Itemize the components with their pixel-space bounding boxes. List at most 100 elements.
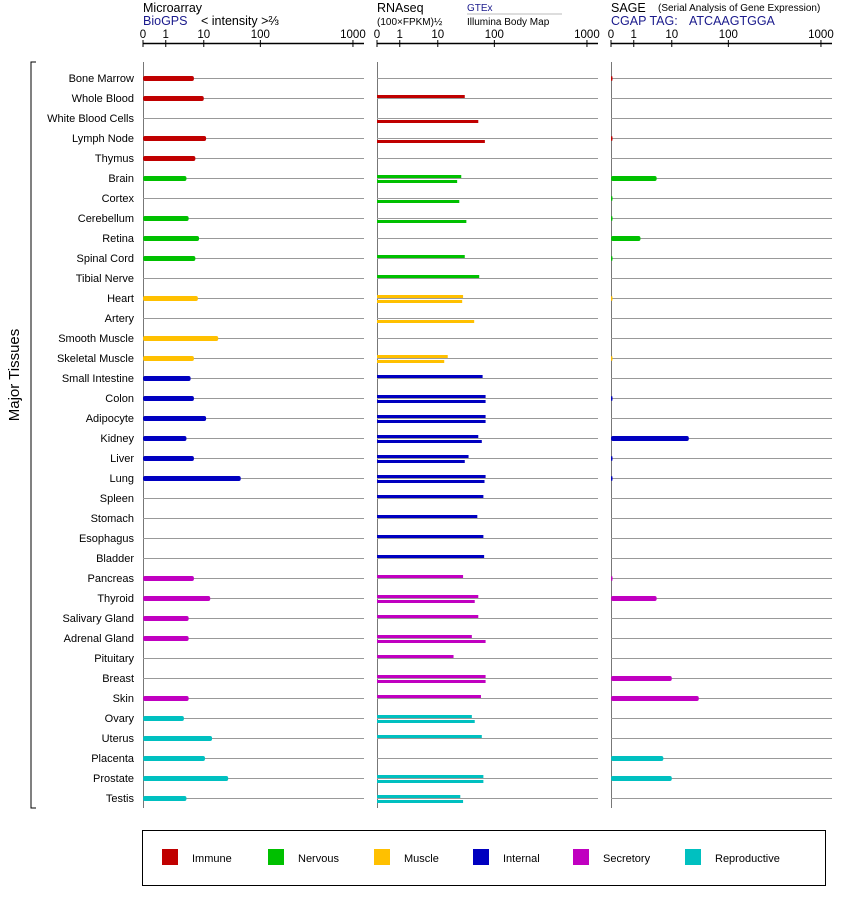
microarray-source[interactable]: BioGPS (143, 14, 187, 28)
rnaseq-bar[interactable] (377, 275, 480, 278)
sage-bar[interactable] (611, 136, 613, 141)
sage-bar[interactable] (611, 756, 664, 761)
rnaseq-bar[interactable] (377, 715, 472, 718)
rnaseq-bar[interactable] (377, 780, 484, 783)
rnaseq-bar[interactable] (377, 435, 479, 438)
sage-bar[interactable] (611, 596, 657, 601)
rnaseq-bar[interactable] (377, 395, 486, 398)
sage-bar[interactable] (611, 256, 613, 261)
microarray-tick-label: 1 (163, 29, 169, 41)
microarray-bar[interactable] (143, 636, 189, 641)
rnaseq-bar[interactable] (377, 600, 475, 603)
rnaseq-bar[interactable] (377, 800, 464, 803)
rnaseq-bar[interactable] (377, 695, 481, 698)
rnaseq-bar[interactable] (377, 515, 478, 518)
rnaseq-bar[interactable] (377, 775, 484, 778)
rnaseq-bar[interactable] (377, 535, 484, 538)
rnaseq-source-gtex[interactable]: GTEx (467, 3, 493, 14)
rnaseq-bar[interactable] (377, 120, 479, 123)
rnaseq-bar[interactable] (377, 480, 485, 483)
microarray-bar[interactable] (143, 156, 196, 161)
rnaseq-bar[interactable] (377, 555, 485, 558)
microarray-bar[interactable] (143, 76, 194, 81)
microarray-bar[interactable] (143, 456, 194, 461)
sage-bar[interactable] (611, 436, 689, 441)
rnaseq-bar[interactable] (377, 140, 485, 143)
rnaseq-tick-label: 10 (431, 29, 444, 41)
microarray-bar[interactable] (143, 396, 194, 401)
rnaseq-bar[interactable] (377, 640, 486, 643)
microarray-bar[interactable] (143, 776, 229, 781)
rnaseq-bar[interactable] (377, 735, 482, 738)
rnaseq-bar[interactable] (377, 495, 484, 498)
microarray-bar[interactable] (143, 416, 207, 421)
rnaseq-bar[interactable] (377, 440, 482, 443)
microarray-bar[interactable] (143, 216, 189, 221)
rnaseq-bar[interactable] (377, 575, 464, 578)
sage-bar[interactable] (611, 456, 613, 461)
rnaseq-bar[interactable] (377, 615, 479, 618)
microarray-bar[interactable] (143, 716, 184, 721)
rnaseq-bar[interactable] (377, 255, 465, 258)
rnaseq-bar[interactable] (377, 460, 465, 463)
sage-bar[interactable] (611, 676, 672, 681)
rnaseq-bar[interactable] (377, 455, 469, 458)
rnaseq-bar[interactable] (377, 200, 460, 203)
microarray-bar[interactable] (143, 236, 200, 241)
microarray-bar[interactable] (143, 136, 207, 141)
sage-bar[interactable] (611, 176, 657, 181)
rnaseq-bar[interactable] (377, 675, 486, 678)
microarray-bar[interactable] (143, 336, 219, 341)
microarray-bar[interactable] (143, 96, 204, 101)
microarray-bar[interactable] (143, 696, 189, 701)
rnaseq-bar[interactable] (377, 95, 465, 98)
sage-bar[interactable] (611, 476, 613, 481)
microarray-bar[interactable] (143, 356, 194, 361)
rnaseq-bar[interactable] (377, 180, 458, 183)
rnaseq-bar[interactable] (377, 720, 475, 723)
sage-bar[interactable] (611, 76, 613, 81)
rnaseq-bar[interactable] (377, 415, 486, 418)
microarray-bar[interactable] (143, 756, 205, 761)
rnaseq-bar[interactable] (377, 175, 462, 178)
rnaseq-bar[interactable] (377, 220, 467, 223)
microarray-bar[interactable] (143, 476, 241, 481)
rnaseq-bar[interactable] (377, 420, 486, 423)
rnaseq-bar[interactable] (377, 475, 486, 478)
microarray-bar[interactable] (143, 296, 198, 301)
microarray-bar[interactable] (143, 176, 187, 181)
microarray-bar[interactable] (143, 616, 189, 621)
sage-bar[interactable] (611, 296, 613, 301)
rnaseq-bar[interactable] (377, 795, 461, 798)
rnaseq-bar[interactable] (377, 300, 463, 303)
microarray-bar[interactable] (143, 576, 194, 581)
rnaseq-bar[interactable] (377, 295, 464, 298)
microarray-bar[interactable] (143, 736, 213, 741)
rnaseq-bar[interactable] (377, 680, 486, 683)
sage-bar[interactable] (611, 236, 641, 241)
sage-bar[interactable] (611, 776, 672, 781)
microarray-bar[interactable] (143, 596, 211, 601)
rnaseq-bar[interactable] (377, 400, 486, 403)
microarray-bar[interactable] (143, 256, 196, 261)
rnaseq-bar[interactable] (377, 635, 472, 638)
sage-bar[interactable] (611, 216, 613, 221)
legend-swatch-internal (473, 849, 489, 865)
sage-bar[interactable] (611, 356, 613, 361)
rnaseq-bar[interactable] (377, 655, 454, 658)
rnaseq-bar[interactable] (377, 595, 479, 598)
rnaseq-bar[interactable] (377, 360, 445, 363)
microarray-bar[interactable] (143, 796, 187, 801)
sage-bar[interactable] (611, 196, 613, 201)
sage-bar[interactable] (611, 396, 613, 401)
sage-bar[interactable] (611, 576, 613, 581)
rnaseq-bar[interactable] (377, 320, 475, 323)
microarray-bar[interactable] (143, 436, 187, 441)
sage-bar[interactable] (611, 696, 699, 701)
rnaseq-bar[interactable] (377, 355, 448, 358)
rnaseq-bar[interactable] (377, 375, 483, 378)
sage-tick-label: 1 (631, 29, 637, 41)
microarray-bar[interactable] (143, 376, 191, 381)
rnaseq-tick-label: 0 (374, 29, 380, 41)
